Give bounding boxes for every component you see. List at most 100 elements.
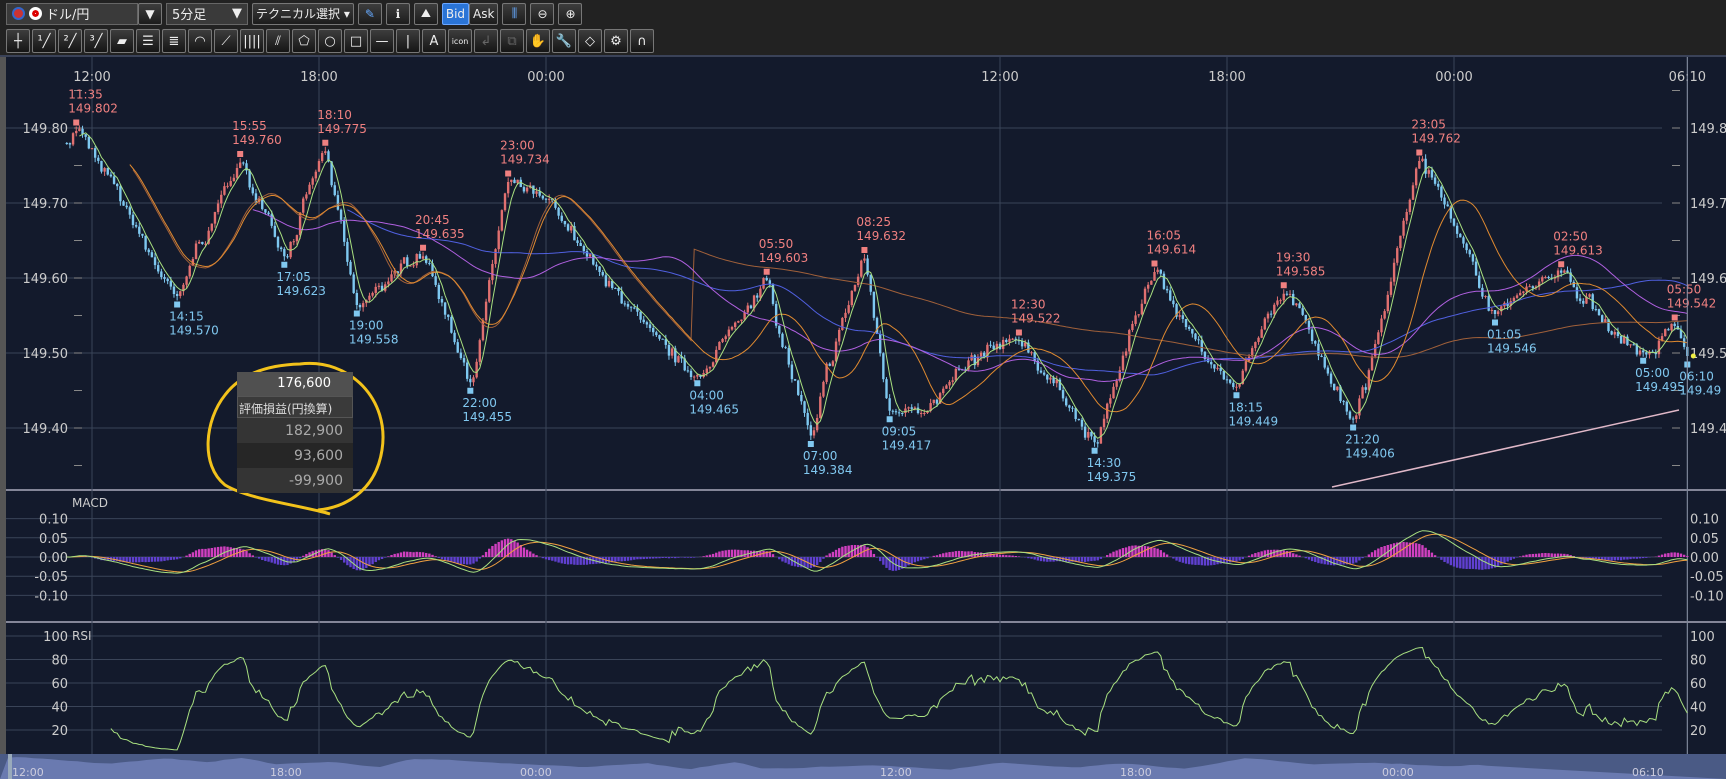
macd-histogram-bar [639,557,642,560]
candle-body [78,128,81,131]
candle-body [932,399,935,404]
text-tool-icon[interactable]: A [422,29,446,53]
copy-tool-icon[interactable]: ⧉ [500,29,524,53]
macd-histogram-bar [819,557,822,563]
line-3-tool-icon[interactable]: ³╱ [84,29,108,53]
technical-select-button[interactable]: テクニカル選択 ▾ [252,2,354,25]
pnl-column-header[interactable]: 評価損益(円換算) [237,396,353,418]
macd-histogram-bar [453,557,456,564]
candle-body [1506,302,1509,306]
settings-tool-icon[interactable]: ⚙ [604,29,628,53]
macd-histogram-bar [689,557,693,558]
circle-tool-icon[interactable]: ○ [318,29,342,53]
candle-body [273,225,277,237]
macd-histogram-bar [790,557,794,566]
hline-tool-icon[interactable]: — [370,29,394,53]
candle-body [1377,332,1380,344]
macd-histogram-bar [844,545,847,557]
macd-histogram-bar [1257,552,1260,557]
navigator-scrollbar[interactable] [0,754,1726,779]
macd-histogram-bar [377,557,381,561]
icon-tool-icon[interactable]: icon [448,29,472,53]
info-icon[interactable]: ℹ [385,2,410,25]
annotation-time: 18:15 [1228,400,1263,414]
vlines-tool-icon[interactable]: |||| [240,29,264,53]
macd-histogram-bar [1105,555,1109,557]
macd-histogram-bar [923,557,926,560]
macd-histogram-bar [387,556,390,557]
macd-histogram-bar [484,551,488,557]
candle-body [1484,295,1487,297]
rectangle-tool-icon[interactable]: □ [344,29,368,53]
hand-tool-icon[interactable]: ✋ [526,29,550,53]
candle-body [1292,293,1295,306]
candle-body [768,280,772,285]
navigator-time-label: 00:00 [1382,766,1414,779]
pentagon-tool-icon[interactable]: ⬠ [292,29,316,53]
candle-body [986,344,989,358]
bid-button[interactable]: Bid [441,2,470,25]
candle-body [447,314,450,317]
candle-body [746,305,749,313]
candle-body [97,157,100,161]
candle-body [1241,370,1244,385]
candle-body [336,195,340,210]
macd-histogram-bar [1219,557,1222,564]
candle-body [308,184,311,195]
macd-histogram-bar [1424,547,1427,557]
hlines-tool-icon[interactable]: ☰ [136,29,160,53]
zoom-in-icon[interactable]: ⊕ [558,2,583,25]
ruler-tool-icon[interactable]: ▰ [110,29,134,53]
symbol-select[interactable]: ドル/円 [6,2,138,25]
crosshair-tool-icon[interactable]: ┼ [6,29,30,53]
candle-body [1317,343,1320,356]
undo-tool-icon[interactable]: ↲ [474,29,498,53]
zoom-out-icon[interactable]: ⊖ [530,2,555,25]
eraser-tool-icon[interactable]: ◇ [578,29,602,53]
line-2-tool-icon[interactable]: ²╱ [58,29,82,53]
macd-histogram-bar [1263,550,1267,557]
candle-body [617,288,620,292]
compress-chart-icon[interactable]: ⫼ [502,2,527,25]
macd-histogram-bar [838,548,841,557]
candle-body [1626,336,1629,346]
mountain-chart-icon[interactable]: ⛰ [413,2,438,25]
candle-body [314,171,318,179]
candle-body [93,148,97,158]
candle-body [68,143,72,145]
hlines-many-tool-icon[interactable]: ≣ [162,29,186,53]
candle-body [1667,329,1670,331]
vline-tool-icon[interactable]: | [396,29,420,53]
ask-button[interactable]: Ask [469,2,499,25]
candle-body [1367,370,1371,390]
macd-histogram-bar [1392,543,1396,557]
macd-histogram-bar [582,557,586,565]
candle-body [923,413,926,414]
timeframe-select[interactable]: 5分足 ▼ [166,2,248,25]
candle-body [1307,320,1311,330]
candle-body [456,342,459,353]
pencil-icon[interactable]: ✎ [357,2,382,25]
fibo-fan-tool-icon[interactable]: ⟋ [214,29,238,53]
macd-histogram-bar [1191,557,1194,565]
macd-histogram-bar [1342,557,1345,565]
line-1-tool-icon[interactable]: ¹╱ [32,29,56,53]
wrench-tool-icon[interactable]: 🔧 [552,29,576,53]
candle-body [904,408,907,413]
candle-body [1194,333,1197,340]
fibo-arc-tool-icon[interactable]: ◠ [188,29,212,53]
gann-fan-tool-icon[interactable]: ⫽ [266,29,290,53]
candle-body [166,278,169,282]
symbol-dropdown-button[interactable]: ▼ [138,2,162,25]
magnet-tool-icon[interactable]: ∩ [630,29,654,53]
candle-body [1607,319,1610,332]
macd-histogram-bar [437,557,441,558]
candle-body [1575,287,1579,299]
macd-histogram-bar [1541,553,1544,557]
candle-body [141,233,144,236]
annotation-time: 19:00 [349,319,384,333]
macd-histogram-bar [106,557,109,561]
candle-body [437,284,441,299]
macd-histogram-bar [573,557,576,565]
candle-body [1061,390,1065,399]
